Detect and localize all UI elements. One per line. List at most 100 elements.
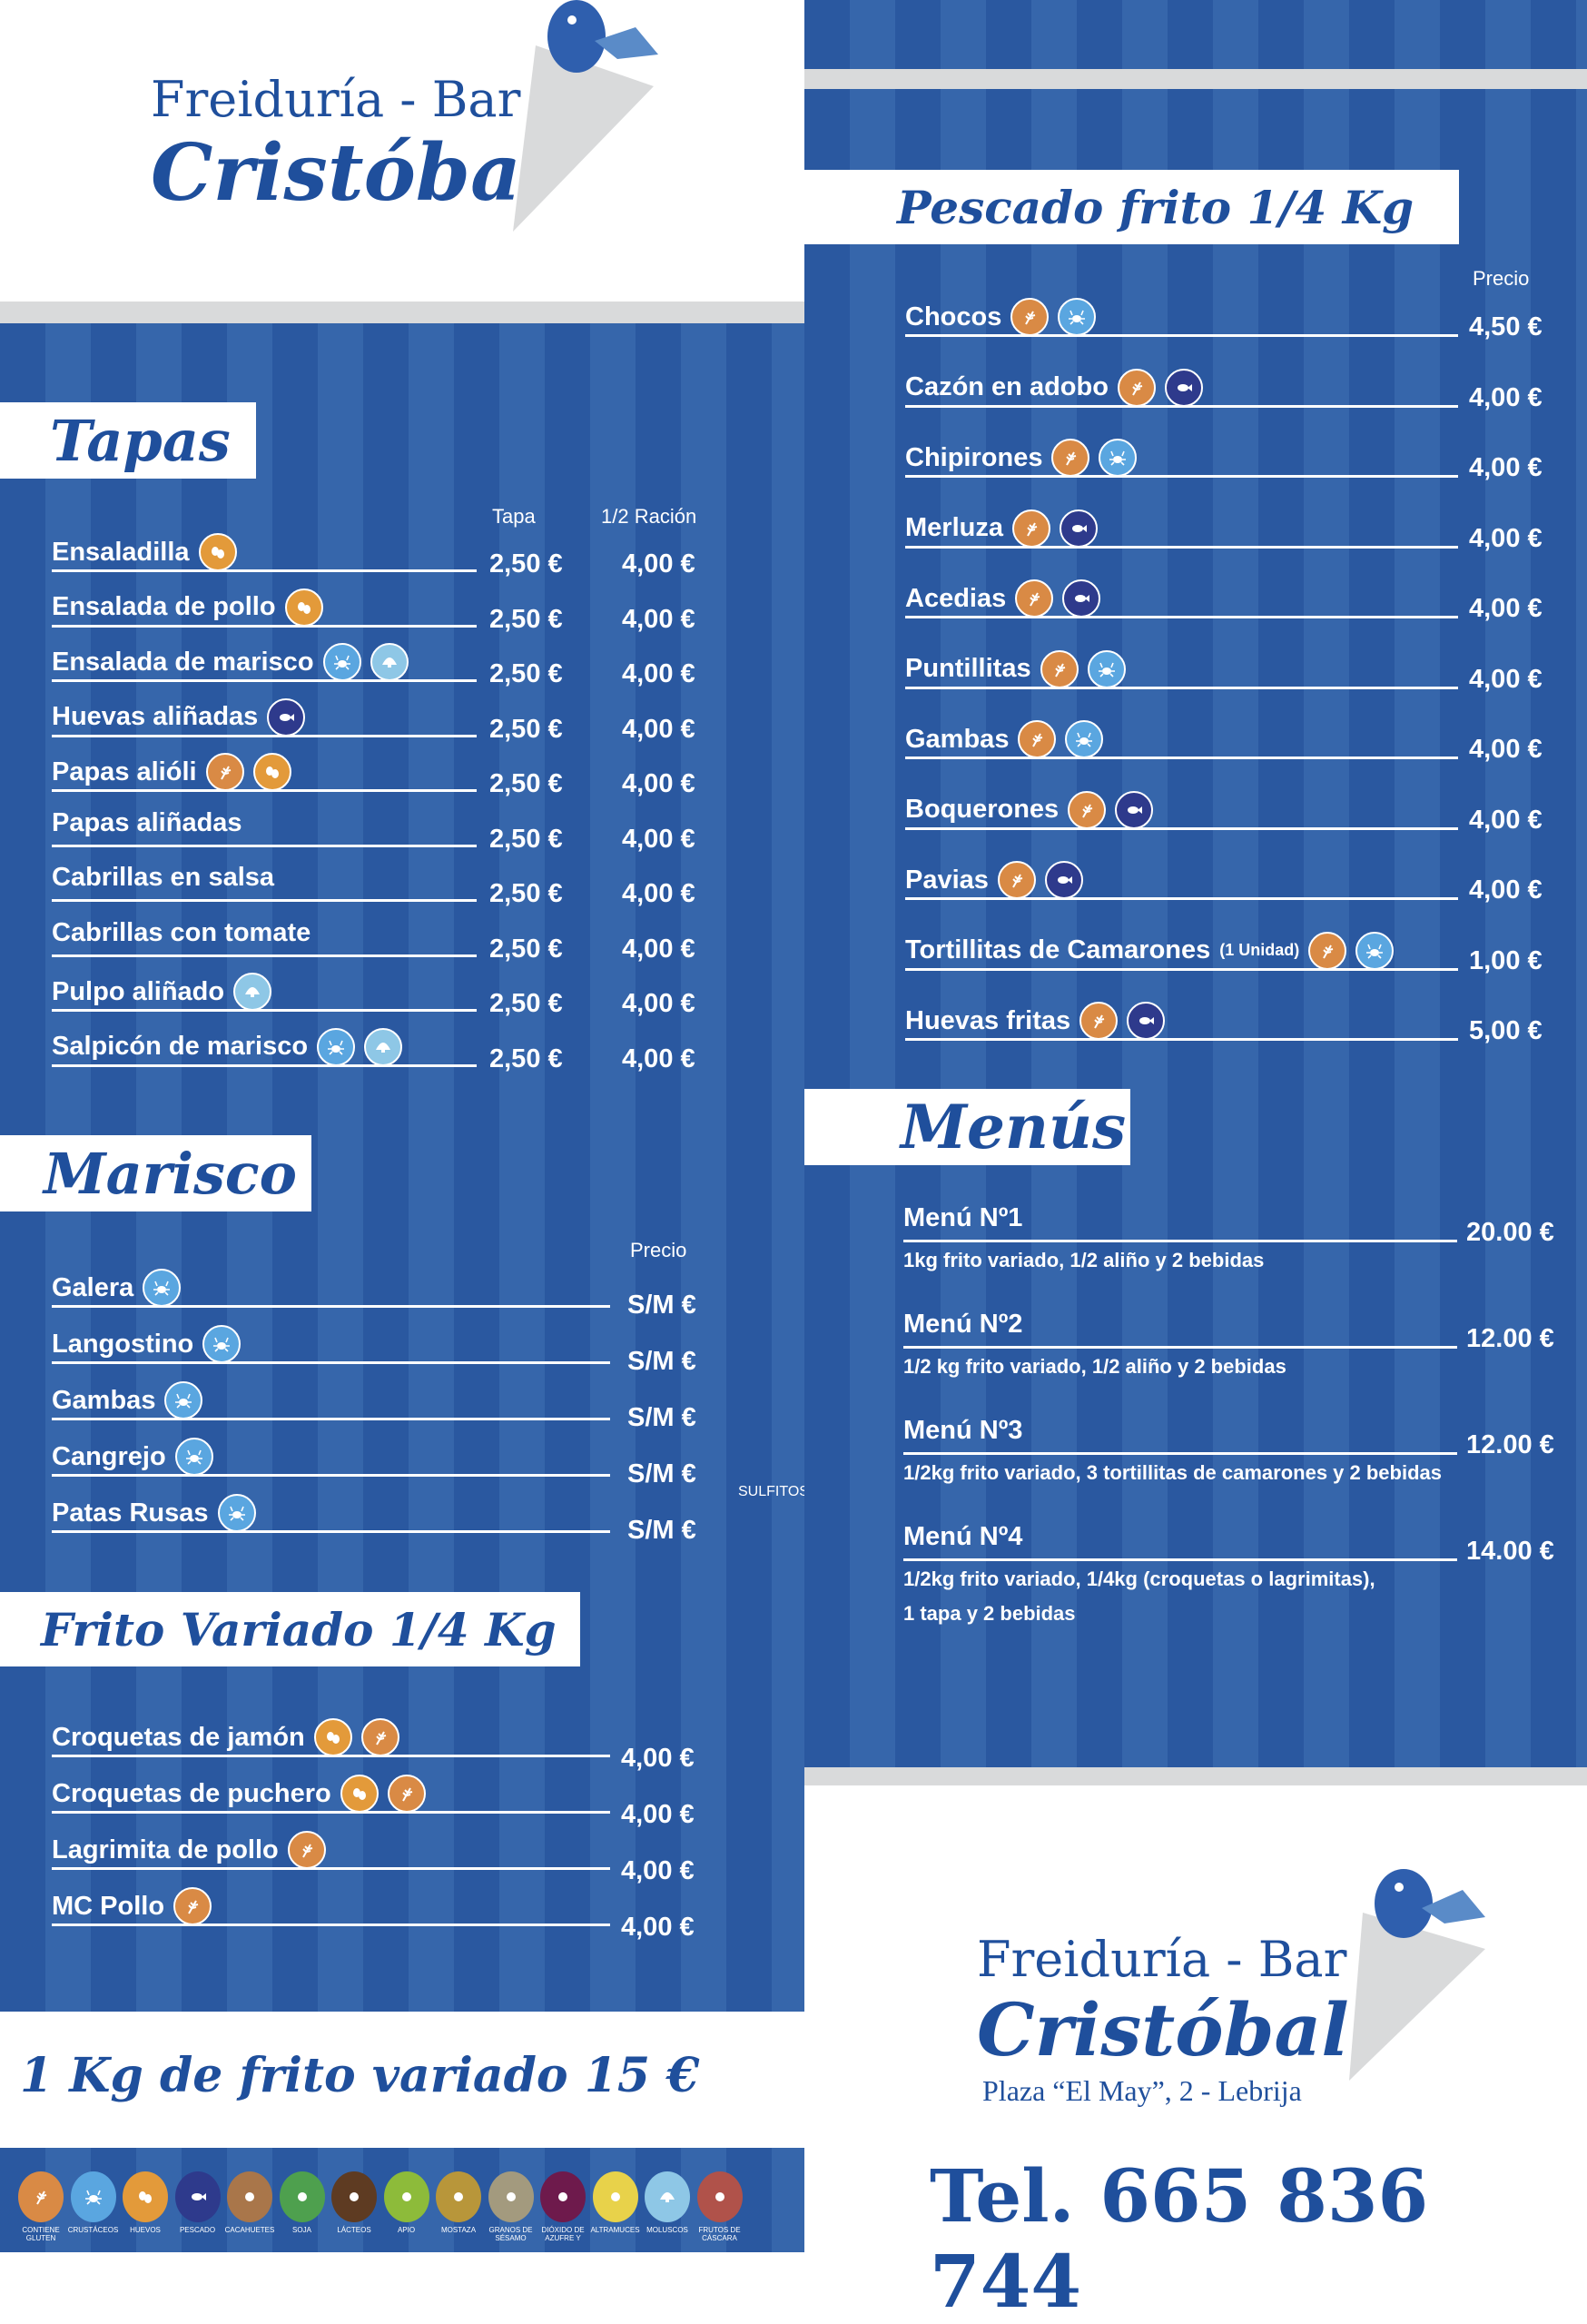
huevos-allergen-icon <box>252 753 291 791</box>
divider <box>0 302 808 323</box>
allergen-legend-item: GRANOS DE SÉSAMO <box>485 2168 537 2242</box>
menu-item: Chocos <box>905 298 1097 336</box>
lacteos-allergen-icon <box>331 2171 377 2222</box>
allergen-legend-item: SOJA <box>276 2168 329 2234</box>
menu-set-row: Menú Nº2 12.00 € 1/2 kg frito variado, 1/2… <box>903 1310 1575 1416</box>
allergen-legend-item: CRUSTÁCEOS <box>67 2168 120 2234</box>
fish-cone-logo-icon <box>1349 1869 1485 2081</box>
huevos-allergen-icon <box>198 533 237 571</box>
menu-item-row: Salpicón de marisco 2,50 € 4,00 € <box>52 1026 695 1082</box>
menu-set-price: 12.00 € <box>1466 1430 1554 1459</box>
phone-number: Tel. 665 836 744 <box>930 2153 1429 2324</box>
underline <box>52 734 477 737</box>
gluten-allergen-icon <box>387 1775 426 1813</box>
menu-item: Huevas fritas <box>905 1002 1166 1040</box>
item-price: S/M € <box>627 1459 696 1488</box>
menu-item: Tortillitas de Camarones (1 Unidad) <box>905 931 1395 970</box>
underline <box>52 1418 610 1420</box>
cacahuetes-allergen-icon <box>227 2171 272 2222</box>
marisco-list: Galera S/M € Langostino S/M € Gambas S/M € Can… <box>52 1267 792 1548</box>
menu-set-description: 1/2kg frito variado, 3 tortillitas de ca… <box>903 1461 1442 1484</box>
item-name: Papas aliñadas <box>52 807 242 837</box>
menu-item-row: Langostino S/M € <box>52 1323 792 1380</box>
underline <box>905 757 1458 759</box>
menu-set-row: Menú Nº1 20.00 € 1kg frito variado, 1/2 al… <box>903 1203 1575 1310</box>
brand-line1: Freiduría - Bar <box>977 1931 1347 1988</box>
item-price: 2,50 € <box>489 769 563 798</box>
menu-item: Ensaladilla <box>52 533 237 571</box>
gluten-allergen-icon <box>360 1718 399 1756</box>
item-price: 4,00 € <box>1469 875 1543 905</box>
item-name: Pavias <box>905 865 989 895</box>
tapas-title-box: Tapas <box>0 402 256 479</box>
menu-set-name: Menú Nº2 <box>903 1310 1023 1339</box>
underline <box>903 1240 1457 1242</box>
underline <box>52 1811 610 1814</box>
menu-set-description: 1kg frito variado, 1/2 aliño y 2 bebidas <box>903 1249 1265 1271</box>
gluten-allergen-icon <box>1068 790 1107 829</box>
item-price: 4,00 € <box>621 1913 695 1942</box>
moluscos-allergen-icon <box>233 973 272 1011</box>
gluten-allergen-icon <box>205 753 244 791</box>
bottom-logo-area: Freiduría - Bar Cristóbal Plaza “El May”… <box>804 1785 1587 2324</box>
item-name: Croquetas de puchero <box>52 1778 331 1808</box>
menu-item-row: Papas aliñadas 2,50 € 4,00 € <box>52 806 695 862</box>
menu-item-row: Patas Rusas S/M € <box>52 1492 792 1548</box>
item-name: Croquetas de jamón <box>52 1722 305 1752</box>
menu-item: Ensalada de marisco <box>52 643 409 681</box>
menu-item-row: Ensaladilla 2,50 € 4,00 € <box>52 531 695 587</box>
fish-cone-logo-icon <box>513 0 658 232</box>
crustaceos-allergen-icon <box>1065 720 1104 758</box>
frutos-allergen-icon <box>696 2171 743 2222</box>
gluten-allergen-icon <box>1040 649 1079 688</box>
allergen-legend-item: APIO <box>380 2168 433 2234</box>
allergen-legend-item: PESCADO <box>172 2168 224 2234</box>
item-price-racion: 4,00 € <box>622 549 695 579</box>
allergen-legend-item: ALTRAMUCES <box>589 2168 642 2234</box>
item-name: Huevas fritas <box>905 1005 1071 1035</box>
altramuces-allergen-icon <box>592 2171 638 2222</box>
menu-item-row: Cazón en adobo 4,00 € <box>905 367 1587 438</box>
underline <box>52 624 477 628</box>
tapas-title: Tapas <box>50 407 231 474</box>
allergen-label: CONTIENE GLUTEN <box>22 2226 60 2242</box>
menu-item: Gambas <box>905 720 1104 758</box>
menu-set-price: 20.00 € <box>1466 1218 1554 1247</box>
allergen-label: HUEVOS <box>130 2226 161 2234</box>
gluten-allergen-icon <box>173 1887 212 1925</box>
menu-item-row: Cabrillas con tomate 2,50 € 4,00 € <box>52 916 695 972</box>
pescado-title-box: Pescado frito 1/4 Kg <box>804 170 1459 244</box>
item-note: (1 Unidad) <box>1219 941 1300 959</box>
crustaceos-allergen-icon <box>1058 298 1097 336</box>
item-name: Cabrillas con tomate <box>52 917 311 947</box>
crustaceos-allergen-icon <box>1087 649 1126 688</box>
menus-title-box: Menús <box>804 1089 1130 1165</box>
item-price: 4,00 € <box>1469 664 1543 694</box>
menu-item: Ensalada de pollo <box>52 588 323 627</box>
underline <box>905 897 1458 900</box>
menu-set-description: 1/2 kg frito variado, 1/2 aliño y 2 bebi… <box>903 1355 1286 1378</box>
underline <box>52 679 477 682</box>
pescado-allergen-icon <box>1115 790 1154 829</box>
allergen-label: APIO <box>397 2226 416 2234</box>
item-name: Lagrimita de pollo <box>52 1834 279 1864</box>
allergen-legend-item: CACAHUETES <box>223 2168 276 2234</box>
allergen-legend-item: LÁCTEOS <box>328 2168 380 2234</box>
allergen-legend-item: FRUTOS DE CÁSCARA <box>694 2168 746 2242</box>
menus-list: Menú Nº1 20.00 € 1kg frito variado, 1/2 al… <box>903 1203 1575 1628</box>
item-price: 4,00 € <box>1469 594 1543 623</box>
gluten-allergen-icon <box>1010 298 1050 336</box>
menu-item: Patas Rusas <box>52 1494 256 1532</box>
item-name: Ensalada de pollo <box>52 592 276 621</box>
pescado-list: Chocos 4,50 € Cazón en adobo 4,00 € Chipiron… <box>905 296 1587 1071</box>
underline <box>905 334 1458 337</box>
item-name: Puntillitas <box>905 654 1031 683</box>
menu-item-row: Puntillitas 4,00 € <box>905 648 1587 719</box>
marisco-title-box: Marisco <box>0 1135 311 1211</box>
pescado-allergen-icon <box>1062 579 1101 618</box>
crustaceos-allergen-icon <box>217 1494 256 1532</box>
item-name: MC Pollo <box>52 1891 165 1921</box>
frito-banner: 1 Kg de frito variado 15 € <box>20 2048 700 2103</box>
allergen-legend-item: DIÓXIDO DE AZUFRE Y <box>537 2168 589 2242</box>
menu-item: Langostino <box>52 1325 242 1363</box>
